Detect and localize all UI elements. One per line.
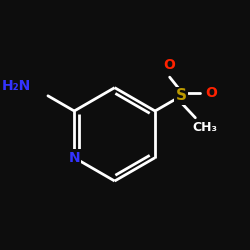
Text: O: O: [164, 58, 175, 72]
Text: H₂N: H₂N: [2, 80, 31, 94]
Text: S: S: [176, 88, 187, 103]
Text: N: N: [68, 151, 80, 165]
Text: CH₃: CH₃: [192, 120, 217, 134]
Text: O: O: [206, 86, 218, 101]
